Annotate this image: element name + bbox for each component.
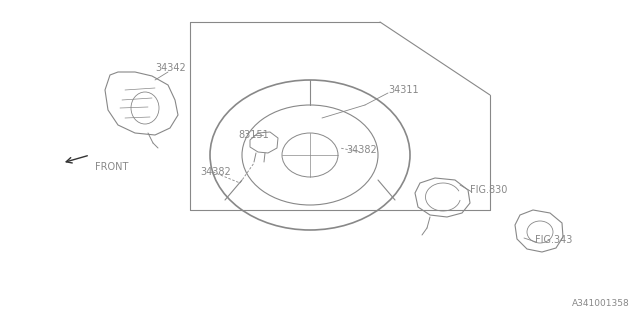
Text: FRONT: FRONT [95,162,129,172]
Text: 34382: 34382 [346,145,377,155]
Text: 34382: 34382 [200,167,231,177]
Text: A341001358: A341001358 [572,299,630,308]
Text: FIG.343: FIG.343 [535,235,572,245]
Text: 34311: 34311 [388,85,419,95]
Text: 83151: 83151 [238,130,269,140]
Text: FIG.830: FIG.830 [470,185,508,195]
Text: 34342: 34342 [155,63,186,73]
